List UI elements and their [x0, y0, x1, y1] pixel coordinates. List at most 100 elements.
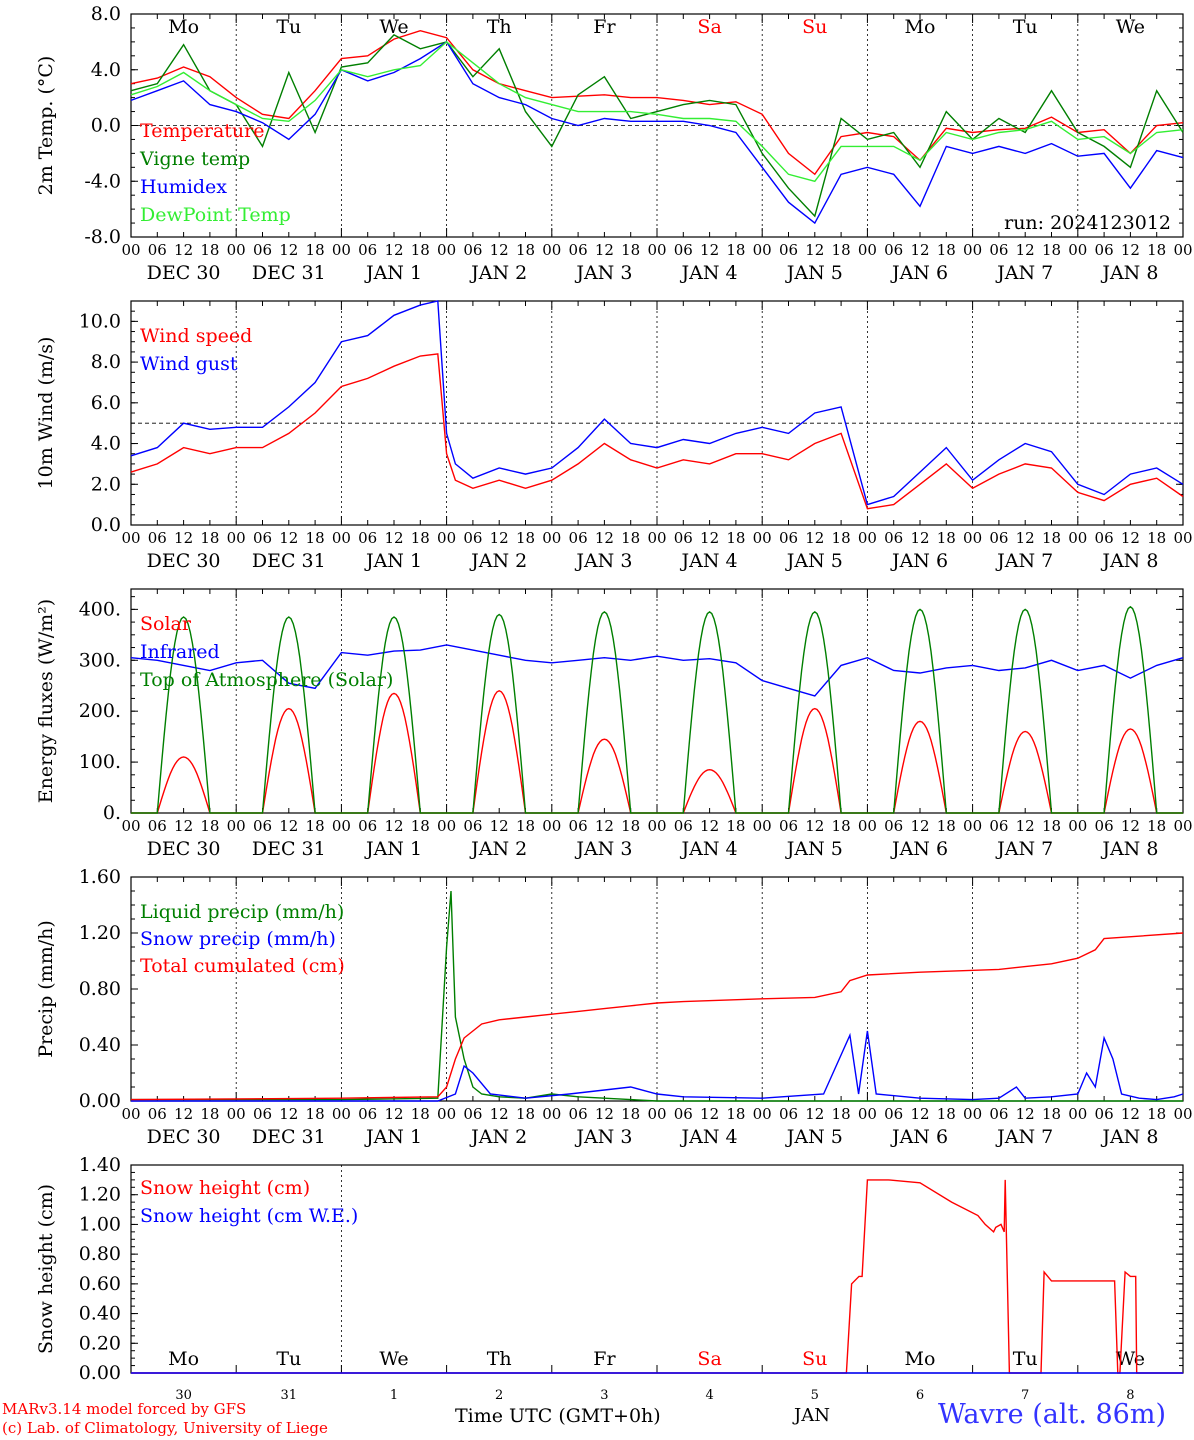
legend-entry: Liquid precip (mm/h): [140, 901, 344, 923]
x-hour-label: 00: [858, 817, 877, 835]
legend-entry: DewPoint Temp: [140, 204, 291, 226]
x-hour-label: 18: [937, 1105, 956, 1123]
x-hour-label: 06: [1095, 241, 1114, 259]
x-hour-label: 06: [989, 529, 1008, 547]
x-hour-label: 12: [700, 529, 719, 547]
y-tick-label: 0.40: [79, 1303, 121, 1325]
x-hour-label: 00: [121, 529, 140, 547]
series-line: [130, 353, 1184, 510]
x-day-label: JAN 2: [469, 838, 527, 860]
series-line: [130, 34, 1184, 218]
x-day-label: JAN 7: [995, 1126, 1053, 1148]
x-hour-label: 12: [490, 241, 509, 259]
x-hour-label: 12: [279, 529, 298, 547]
time-axis-label: Time UTC (GMT+0h): [455, 1405, 661, 1427]
x-day-label: JAN 7: [995, 262, 1053, 284]
y-tick-label: 1.40: [79, 1154, 121, 1176]
x-hour-label: 06: [569, 241, 588, 259]
footer-credit-line1: MARv3.14 model forced by GFS: [2, 1400, 247, 1418]
x-hour-label: 06: [148, 1105, 167, 1123]
x-hour-label: 12: [805, 529, 824, 547]
x-hour-label: 18: [726, 817, 745, 835]
station-label: Wavre (alt. 86m): [938, 1399, 1166, 1430]
month-label: JAN: [794, 1405, 830, 1426]
weekday-label: We: [1116, 16, 1145, 38]
x-hour-label: 06: [358, 529, 377, 547]
x-hour-label: 06: [1095, 529, 1114, 547]
weekday-label: Mo: [905, 16, 936, 38]
x-hour-label: 00: [753, 1105, 772, 1123]
x-day-label: JAN 6: [890, 550, 948, 572]
x-day-label: JAN 6: [890, 262, 948, 284]
run-annotation: run: 2024123012: [1004, 212, 1171, 234]
x-hour-label: 18: [726, 241, 745, 259]
x-hour-label: 06: [569, 529, 588, 547]
x-hour-label: 12: [1121, 241, 1140, 259]
legend-entry: Snow height (cm W.E.): [140, 1205, 358, 1227]
x-hour-label: 12: [1016, 817, 1035, 835]
x-day-number: 3: [600, 1388, 608, 1403]
x-hour-label: 06: [674, 529, 693, 547]
x-hour-label: 06: [779, 1105, 798, 1123]
x-hour-label: 06: [779, 817, 798, 835]
series-line: [130, 40, 1184, 183]
x-hour-label: 06: [674, 817, 693, 835]
x-hour-label: 18: [200, 1105, 219, 1123]
series-line: [130, 644, 1184, 697]
y-tick-label: 8.0: [91, 3, 121, 25]
x-hour-label: 00: [437, 241, 456, 259]
x-day-label: JAN 1: [364, 550, 422, 572]
x-day-label: JAN 2: [469, 550, 527, 572]
x-hour-label: 06: [884, 529, 903, 547]
x-hour-label: 00: [1173, 817, 1192, 835]
x-hour-label: 00: [1068, 817, 1087, 835]
legend-entry: Humidex: [140, 176, 227, 198]
y-tick-label: 1.20: [79, 922, 121, 944]
x-hour-label: 12: [384, 241, 403, 259]
footer-credit-line2: (c) Lab. of Climatology, University of L…: [2, 1419, 328, 1437]
y-tick-label: 0.0: [91, 115, 121, 137]
series-line: [130, 29, 1184, 176]
x-day-number: 1: [390, 1388, 398, 1403]
x-hour-label: 00: [647, 817, 666, 835]
x-hour-label: 06: [884, 241, 903, 259]
x-hour-label: 18: [1147, 817, 1166, 835]
x-hour-label: 18: [200, 529, 219, 547]
x-hour-label: 12: [384, 529, 403, 547]
x-day-label: JAN 2: [469, 1126, 527, 1148]
weekday-label: Sa: [697, 16, 721, 38]
x-hour-label: 12: [174, 241, 193, 259]
y-tick-label: 4.0: [91, 433, 121, 455]
x-day-label: JAN 3: [574, 262, 632, 284]
x-hour-label: 12: [700, 817, 719, 835]
y-axis-label: 2m Temp. (°C): [35, 56, 57, 196]
x-hour-label: 00: [332, 817, 351, 835]
y-tick-label: -8.0: [84, 226, 121, 248]
weekday-label: Fr: [593, 1348, 616, 1370]
x-hour-label: 12: [910, 1105, 929, 1123]
x-hour-label: 12: [910, 817, 929, 835]
weekday-label: Tu: [1013, 16, 1038, 38]
x-hour-label: 18: [832, 1105, 851, 1123]
x-day-number: 7: [1021, 1388, 1029, 1403]
x-day-label: JAN 7: [995, 838, 1053, 860]
x-hour-label: 00: [753, 241, 772, 259]
x-hour-label: 06: [989, 817, 1008, 835]
y-tick-label: 1.00: [79, 1213, 121, 1235]
x-hour-label: 06: [569, 817, 588, 835]
x-hour-label: 12: [1121, 529, 1140, 547]
x-hour-label: 18: [200, 241, 219, 259]
legend-entry: Wind speed: [140, 325, 252, 347]
x-hour-label: 12: [174, 529, 193, 547]
y-tick-label: 1.60: [79, 866, 121, 888]
x-hour-label: 12: [595, 1105, 614, 1123]
legend-entry: Snow precip (mm/h): [140, 928, 336, 950]
x-hour-label: 00: [121, 241, 140, 259]
x-hour-label: 06: [148, 241, 167, 259]
x-hour-label: 18: [306, 817, 325, 835]
x-day-label: DEC 30: [147, 550, 221, 572]
x-hour-label: 00: [963, 241, 982, 259]
x-hour-label: 18: [832, 817, 851, 835]
x-hour-label: 06: [463, 1105, 482, 1123]
x-hour-label: 06: [358, 1105, 377, 1123]
